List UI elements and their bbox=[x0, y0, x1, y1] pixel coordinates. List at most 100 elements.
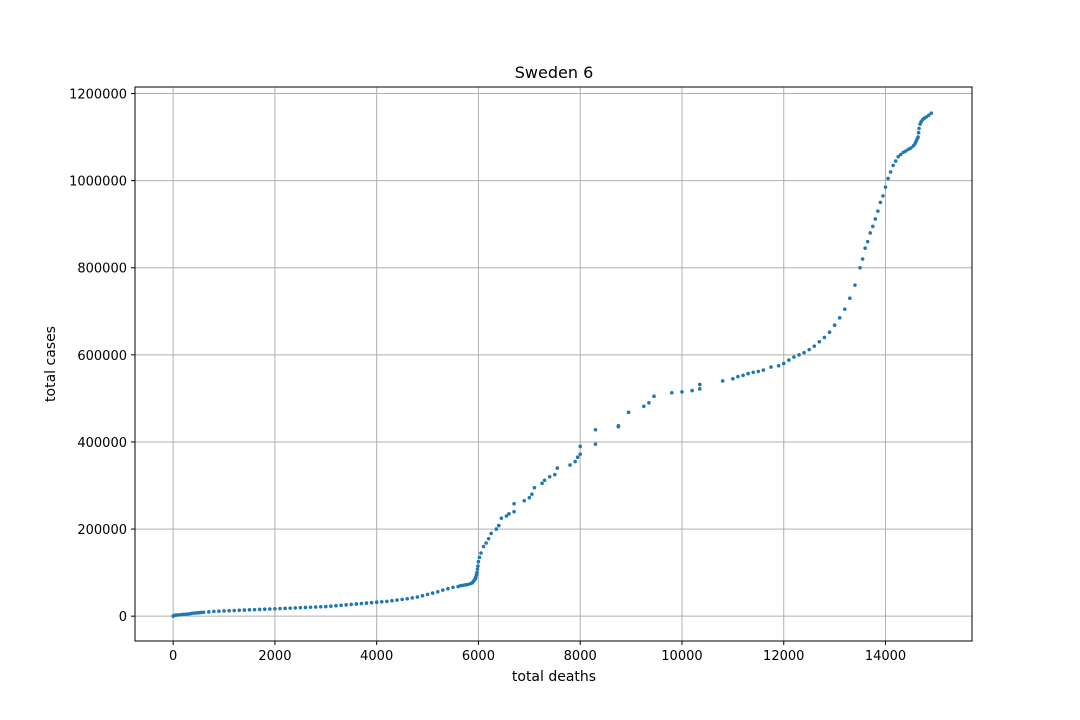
data-point bbox=[308, 605, 313, 610]
data-point bbox=[858, 265, 862, 270]
data-point bbox=[507, 512, 511, 516]
y-axis-ticks: 0 200000 400000 600000 800000 1000000 1200000 bbox=[69, 88, 135, 625]
data-point bbox=[212, 609, 216, 614]
data-point bbox=[504, 514, 509, 518]
data-point bbox=[898, 152, 903, 157]
data-point bbox=[283, 606, 287, 611]
data-point bbox=[886, 176, 890, 181]
data-point bbox=[542, 478, 547, 483]
data-point bbox=[227, 608, 231, 613]
data-point bbox=[349, 602, 354, 607]
data-point bbox=[476, 559, 481, 564]
data-point bbox=[268, 607, 272, 611]
data-point bbox=[430, 591, 435, 595]
y-tick-label: 0 bbox=[119, 610, 127, 625]
data-point bbox=[278, 606, 282, 611]
data-point bbox=[853, 283, 857, 287]
data-point bbox=[573, 459, 577, 464]
data-point bbox=[697, 387, 702, 391]
data-point bbox=[647, 400, 651, 405]
data-point bbox=[842, 307, 847, 311]
y-tick-label: 1000000 bbox=[69, 175, 127, 190]
data-point bbox=[924, 115, 929, 119]
data-point bbox=[475, 567, 480, 571]
data-point bbox=[837, 316, 842, 320]
y-tick-label: 400000 bbox=[77, 436, 127, 451]
data-point bbox=[303, 605, 308, 610]
data-point bbox=[909, 146, 913, 150]
data-point bbox=[736, 374, 740, 379]
data-point bbox=[313, 605, 318, 609]
data-point bbox=[888, 170, 893, 174]
data-point bbox=[926, 113, 931, 118]
data-point bbox=[522, 498, 527, 503]
y-tick-label: 800000 bbox=[77, 262, 127, 277]
data-point bbox=[616, 424, 621, 428]
x-tick-label: 10000 bbox=[661, 649, 702, 664]
data-point bbox=[420, 593, 425, 598]
y-tick-label: 600000 bbox=[77, 349, 127, 364]
data-point bbox=[201, 610, 206, 615]
data-point bbox=[863, 246, 867, 250]
data-point bbox=[552, 472, 557, 477]
data-point bbox=[860, 257, 865, 261]
data-point bbox=[787, 358, 791, 362]
data-point bbox=[415, 595, 420, 599]
data-point bbox=[217, 609, 221, 613]
data-point bbox=[379, 600, 384, 604]
data-point bbox=[822, 335, 827, 340]
data-point bbox=[652, 394, 656, 399]
data-point bbox=[242, 608, 247, 612]
data-point bbox=[476, 564, 480, 568]
data-point bbox=[324, 604, 328, 609]
data-point bbox=[873, 217, 878, 221]
data-point bbox=[751, 370, 756, 375]
data-point bbox=[568, 463, 572, 467]
x-tick-label: 4000 bbox=[360, 649, 393, 664]
data-point bbox=[868, 231, 873, 235]
data-point bbox=[593, 442, 598, 446]
data-point bbox=[575, 455, 580, 460]
y-tick-label: 200000 bbox=[77, 523, 127, 538]
data-point bbox=[916, 130, 921, 135]
data-point bbox=[339, 603, 343, 608]
grid-lines bbox=[135, 87, 972, 641]
data-point bbox=[410, 596, 415, 600]
data-point bbox=[547, 475, 552, 479]
data-point bbox=[364, 601, 369, 605]
x-tick-label: 14000 bbox=[865, 649, 906, 664]
data-point bbox=[273, 606, 277, 611]
data-point bbox=[395, 598, 399, 602]
data-point bbox=[746, 371, 750, 376]
data-point bbox=[642, 404, 646, 409]
data-point bbox=[797, 353, 801, 357]
data-point bbox=[288, 606, 292, 610]
y-tick-label: 1200000 bbox=[69, 88, 127, 103]
data-point bbox=[435, 589, 440, 594]
data-point bbox=[293, 606, 298, 610]
data-point bbox=[451, 585, 455, 590]
data-point bbox=[527, 495, 532, 500]
data-point bbox=[354, 602, 359, 606]
data-point bbox=[878, 200, 883, 205]
data-point bbox=[390, 598, 394, 603]
data-point bbox=[481, 544, 486, 549]
data-point bbox=[499, 516, 504, 520]
data-point bbox=[896, 154, 901, 159]
data-point bbox=[298, 605, 303, 610]
data-point bbox=[446, 586, 450, 591]
data-point bbox=[486, 536, 491, 541]
data-point bbox=[477, 555, 482, 560]
data-point bbox=[893, 159, 898, 163]
data-point bbox=[593, 427, 598, 432]
x-tick-label: 12000 bbox=[763, 649, 804, 664]
data-points bbox=[171, 111, 934, 618]
data-point bbox=[262, 607, 267, 612]
data-point bbox=[385, 599, 389, 604]
x-axis-ticks: 0 2000 4000 6000 8000 10000 12000 14000 bbox=[169, 641, 906, 664]
data-point bbox=[832, 323, 837, 328]
data-point bbox=[530, 492, 534, 497]
data-point bbox=[776, 363, 781, 368]
data-point bbox=[512, 509, 516, 514]
